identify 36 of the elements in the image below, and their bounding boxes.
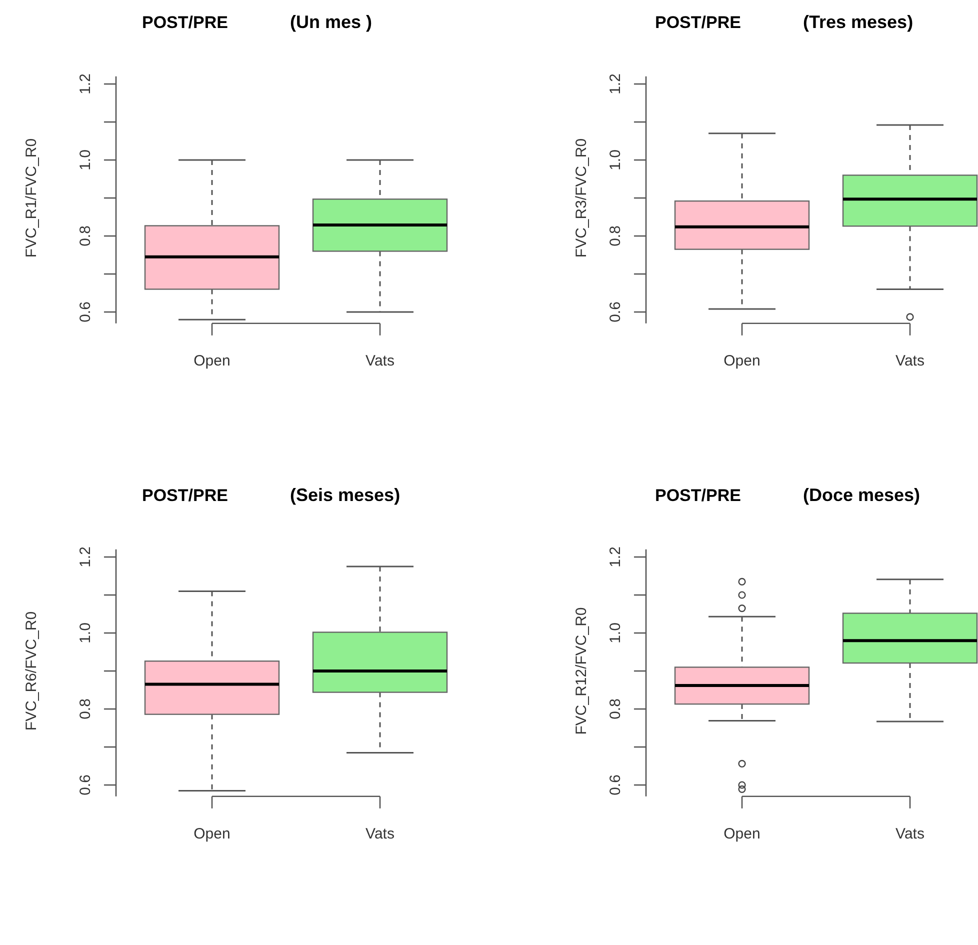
y-tick-label: 1.2 bbox=[77, 546, 94, 568]
y-axis-title: FVC_R3/FVC_R0 bbox=[573, 138, 590, 258]
x-tick-label: Open bbox=[194, 825, 230, 842]
x-tick-label: Vats bbox=[366, 352, 394, 370]
x-tick-label: Open bbox=[724, 352, 760, 370]
chart-title: POST/PRE bbox=[142, 486, 228, 505]
chart-title: POST/PRE bbox=[142, 13, 228, 32]
x-tick-label: Open bbox=[194, 352, 230, 370]
y-tick-label: 1.2 bbox=[77, 74, 94, 94]
y-tick-label: 0.8 bbox=[607, 226, 624, 246]
y-tick-label: 0.6 bbox=[607, 774, 624, 796]
chart-title: POST/PRE bbox=[655, 486, 741, 505]
y-tick-label: 1.2 bbox=[607, 74, 624, 94]
chart-subtitle: (Seis meses) bbox=[290, 485, 400, 505]
y-tick-label: 1.0 bbox=[607, 150, 624, 170]
y-tick-label: 0.8 bbox=[77, 698, 94, 720]
y-tick-label: 0.6 bbox=[77, 302, 94, 322]
x-tick-label: Vats bbox=[896, 825, 924, 842]
y-axis-title: FVC_R6/FVC_R0 bbox=[23, 611, 40, 731]
y-tick-label: 0.6 bbox=[77, 774, 94, 796]
y-tick-label: 1.0 bbox=[77, 622, 94, 644]
chart-subtitle: (Tres meses) bbox=[803, 12, 914, 32]
y-axis-title: FVC_R1/FVC_R0 bbox=[23, 138, 40, 258]
y-tick-label: 0.6 bbox=[607, 302, 624, 322]
y-axis-title: FVC_R12/FVC_R0 bbox=[573, 607, 590, 735]
y-tick-label: 0.8 bbox=[607, 698, 624, 720]
y-tick-label: 1.0 bbox=[607, 622, 624, 644]
chart-subtitle: (Doce meses) bbox=[803, 485, 920, 505]
y-tick-label: 0.8 bbox=[77, 226, 94, 246]
y-tick-label: 1.0 bbox=[77, 150, 94, 170]
x-tick-label: Open bbox=[724, 825, 760, 842]
chart-subtitle: (Un mes ) bbox=[290, 12, 372, 32]
chart-title: POST/PRE bbox=[655, 13, 741, 32]
x-tick-label: Vats bbox=[366, 825, 394, 842]
y-tick-label: 1.2 bbox=[607, 546, 624, 568]
x-tick-label: Vats bbox=[896, 352, 924, 370]
